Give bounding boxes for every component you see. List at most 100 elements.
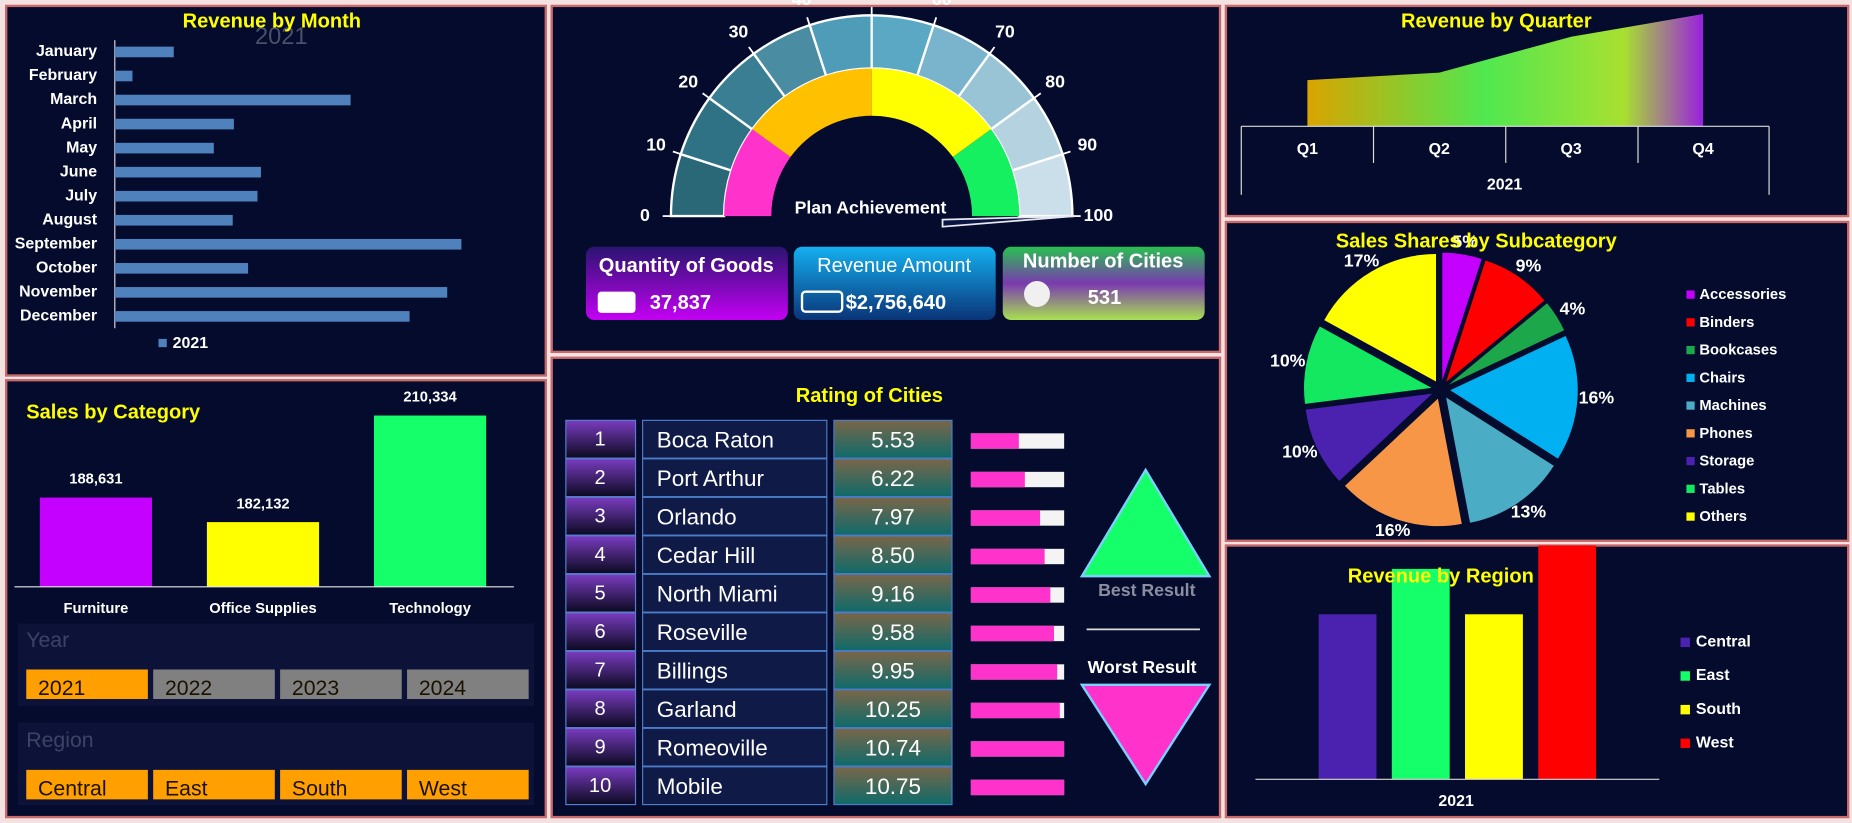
legend-swatch [1686,456,1695,466]
data-label: 188,631 [69,472,122,488]
best-label: Best Result [1098,580,1195,600]
slicer-button[interactable] [280,769,402,800]
score-cell [833,458,953,498]
score-cell [833,766,953,806]
score: 10.74 [865,735,921,760]
gauge-tick-label: 70 [995,21,1015,41]
slicer-button-label[interactable]: 2021 [38,676,85,700]
legend-swatch [1686,484,1695,493]
legend-swatch [1680,738,1690,749]
gauge-tick-label: 40 [792,0,812,9]
x-tick-label: 2021 [1438,793,1474,810]
legend-swatch [1686,512,1695,521]
x-group-label: 2021 [1487,177,1523,194]
rank-cell [565,535,637,575]
y-tick-label: April [61,115,97,132]
rank: 1 [595,429,606,451]
chart-title: Sales Shares by Subcategory [1336,230,1618,252]
data-bar [970,625,1054,642]
kpi-label: Number of Cities [1023,250,1184,272]
city-cell [642,612,828,652]
city: Romeoville [657,735,768,760]
data-bar [970,741,1065,757]
data-label: 4% [1560,299,1586,319]
rank-cell [565,689,637,729]
city: North Miami [657,582,778,607]
y-tick-label: June [60,163,97,180]
bar [114,263,249,274]
city: Billings [657,658,728,683]
slicer-button-label[interactable]: West [419,777,467,801]
slicer-button[interactable] [407,769,529,800]
tick-mark [988,46,996,55]
data-bar [970,433,1019,449]
slicer-button[interactable] [153,669,275,700]
bar [114,287,448,298]
kpi-value: 37,837 [650,292,711,314]
data-label: 10% [1282,442,1318,462]
pie-slice [1344,398,1462,527]
pie-slice [1304,326,1432,404]
y-tick-label: January [36,43,97,60]
slicer-button[interactable] [26,669,148,700]
data-bar [970,664,1058,680]
score: 10.75 [865,774,921,799]
slicer-button[interactable] [407,669,529,700]
x-tick-label: Q4 [1692,141,1713,158]
y-tick-label: February [29,67,97,84]
slicer-button-label[interactable]: South [292,777,348,801]
rank-cell [565,766,637,806]
legend-label: Tables [1699,481,1745,497]
slicer-title: Region [26,728,93,752]
gauge-tick-label: 80 [1045,71,1065,91]
chart-subtitle: 2021 [255,24,308,50]
score: 8.50 [871,543,915,568]
rank: 9 [595,737,606,759]
rank-cell [565,612,637,652]
legend-label: Central [1696,634,1751,651]
legend-label: South [1696,701,1741,718]
city-cell [642,766,828,806]
slicer-title: Year [26,628,69,652]
legend-label: Others [1699,509,1747,525]
rank-cell [565,496,637,536]
city: Boca Raton [657,428,774,453]
x-tick-label: Q3 [1561,141,1582,158]
legend-label: Storage [1699,454,1754,470]
data-label: 5% [1452,231,1478,251]
data-label: 9% [1516,255,1542,275]
gauge-tick-label: 60 [932,0,952,9]
gauge-title: Plan Achievement [795,198,947,218]
tick-mark [702,92,710,99]
slicer-button[interactable] [280,669,402,700]
pie-slice [1446,397,1554,523]
kpi-value: 531 [1088,287,1121,309]
kpi-card [793,246,996,320]
gauge-band [952,129,1020,217]
rank: 2 [595,467,606,489]
bar [114,166,261,178]
legend-swatch [1686,318,1695,327]
y-tick-label: December [20,308,97,325]
legend-swatch [1680,671,1690,681]
slicer-button-label[interactable]: 2022 [165,676,212,700]
city-cell [642,573,828,613]
city: Port Arthur [657,466,765,491]
city-cell [642,496,828,536]
score: 7.97 [871,505,915,530]
gauge-tick-label: 100 [1084,205,1114,225]
data-label: 10% [1270,350,1306,370]
city: Garland [657,697,737,722]
slicer-button-label[interactable]: East [165,777,208,801]
slicer-button-label[interactable]: Central [38,777,107,801]
x-tick-label: Office Supplies [209,601,316,617]
slicer-button[interactable] [153,769,275,800]
area [1307,14,1704,127]
slicer-button[interactable] [26,769,148,800]
slicer-button-label[interactable]: 2024 [419,676,466,700]
y-tick-label: November [19,284,97,301]
chart-title: Revenue by Quarter [1401,11,1592,33]
slicer-button-label[interactable]: 2023 [292,676,339,700]
data-label: 13% [1511,501,1547,521]
kpi-label: Quantity of Goods [599,255,774,277]
